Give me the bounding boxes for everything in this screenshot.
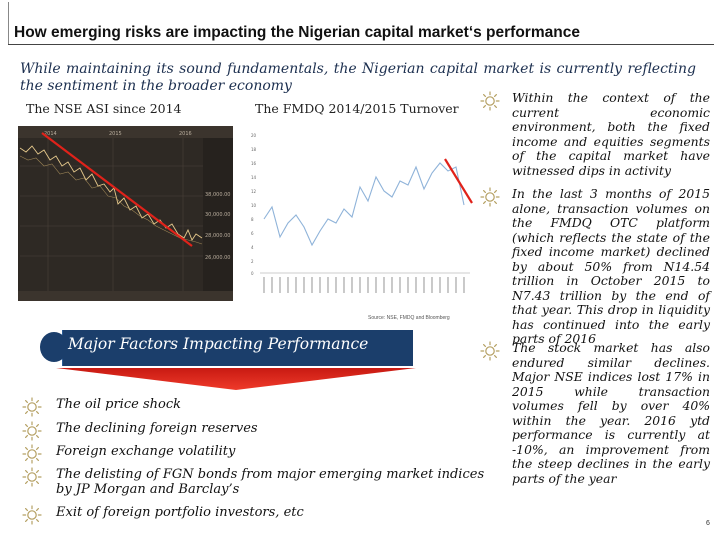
fmdq-y-tick: 12 <box>251 189 257 194</box>
factor-text: The delisting of FGN bonds from major em… <box>56 467 485 497</box>
slide-subtitle: While maintaining its sound fundamentals… <box>20 61 696 94</box>
bullet-text: Within the context of the current econom… <box>512 90 710 178</box>
factor-item: Exit of foreign portfolio investors, etc <box>22 505 486 525</box>
factor-item: The oil price shock <box>22 397 486 417</box>
banner-bullet-shape <box>40 332 68 362</box>
nse-y-tick: 30,000.00 <box>205 212 230 218</box>
nse-y-tick: 38,000.00 <box>205 192 230 198</box>
bullet-item: Within the context of the current econom… <box>480 90 710 178</box>
fmdq-downtrend-line <box>444 158 473 204</box>
factor-text: Exit of foreign portfolio investors, etc <box>56 505 304 520</box>
fmdq-y-tick: 0 <box>251 271 254 276</box>
factor-item: Foreign exchange volatility <box>22 444 486 464</box>
factor-item: The delisting of FGN bonds from major em… <box>22 467 486 497</box>
bullet-text: In the last 3 months of 2015 alone, tran… <box>512 186 710 346</box>
fmdq-y-tick: 8 <box>251 217 254 222</box>
nse-chart-caption: The NSE ASI since 2014 <box>26 101 182 116</box>
banner-panel <box>62 330 413 366</box>
nse-downtrend-line <box>41 132 193 247</box>
red-down-arrow <box>56 368 416 394</box>
nse-year-label: 2016 <box>179 131 192 137</box>
sun-icon <box>22 505 42 525</box>
fmdq-x-tick-labels <box>263 277 465 293</box>
sun-icon <box>480 187 500 207</box>
sun-icon <box>480 341 500 361</box>
title-underline <box>8 44 714 45</box>
factor-text: The oil price shock <box>56 397 181 412</box>
nse-year-label: 2014 <box>44 131 57 137</box>
fmdq-y-tick: 10 <box>251 203 257 208</box>
fmdq-turnover-series-line <box>263 162 465 247</box>
fmdq-y-tick: 16 <box>251 161 257 166</box>
fmdq-y-tick: 14 <box>251 175 257 180</box>
factor-item: The declining foreign reserves <box>22 421 486 441</box>
fmdq-y-tick: 18 <box>251 147 257 152</box>
fmdq-chart-caption: The FMDQ 2014/2015 Turnover <box>255 101 459 116</box>
slide-title: How emerging risks are impacting the Nig… <box>14 24 580 41</box>
major-factors-banner: Major Factors Impacting Performance <box>40 326 414 368</box>
factor-text: Foreign exchange volatility <box>56 444 236 459</box>
title-frame-line <box>8 2 9 44</box>
nse-asi-series-line <box>19 155 203 245</box>
nse-y-tick: 28,000.00 <box>205 233 230 239</box>
sun-icon <box>22 397 42 417</box>
nse-asi-chart: 2014 2015 2016 38,000.00 30,000.00 28,00… <box>18 126 233 301</box>
fmdq-turnover-chart: 20 18 16 14 12 10 8 6 4 2 0 <box>250 127 474 305</box>
fmdq-y-tick: 4 <box>251 245 254 250</box>
fmdq-y-tick: 6 <box>251 231 254 236</box>
page-number: 6 <box>706 520 710 527</box>
sun-icon <box>22 444 42 464</box>
fmdq-y-tick: 20 <box>251 133 257 138</box>
sun-icon <box>22 421 42 441</box>
sun-icon <box>22 467 42 487</box>
fmdq-y-tick: 2 <box>251 259 254 264</box>
chart-source-note: Source: NSE, FMDQ and Bloomberg <box>368 315 450 321</box>
banner-label: Major Factors Impacting Performance <box>68 335 369 353</box>
nse-y-tick: 26,000.00 <box>205 255 230 261</box>
bullet-item: In the last 3 months of 2015 alone, tran… <box>480 186 710 347</box>
factor-text: The declining foreign reserves <box>56 421 258 436</box>
sun-icon <box>480 91 500 111</box>
nse-year-label: 2015 <box>109 131 122 137</box>
bullet-text: The stock market has also endured simila… <box>512 340 710 486</box>
bullet-item: The stock market has also endured simila… <box>480 340 710 486</box>
